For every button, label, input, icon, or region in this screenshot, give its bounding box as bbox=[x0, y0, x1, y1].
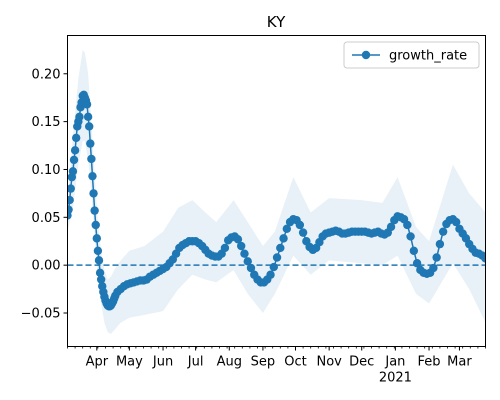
y-tick-label: 0.20 bbox=[32, 67, 61, 82]
data-point bbox=[68, 167, 78, 176]
data-point bbox=[67, 184, 75, 193]
data-point bbox=[91, 220, 100, 230]
chart-title: KY bbox=[267, 13, 286, 31]
data-point bbox=[406, 232, 415, 241]
data-point bbox=[92, 234, 102, 243]
data-point bbox=[71, 133, 81, 143]
data-point bbox=[67, 195, 74, 205]
y-tick-label: 0.05 bbox=[32, 211, 61, 226]
x-tick-label: Aug bbox=[217, 355, 242, 370]
data-point bbox=[86, 139, 95, 148]
data-point bbox=[89, 189, 98, 198]
data-point bbox=[67, 205, 73, 214]
data-point bbox=[279, 234, 288, 243]
data-point bbox=[246, 263, 256, 273]
x-tick-label: Sep bbox=[251, 355, 276, 370]
data-point bbox=[70, 146, 80, 155]
data-point bbox=[438, 227, 448, 236]
data-point bbox=[220, 243, 230, 253]
data-point bbox=[85, 122, 94, 131]
x-tick-label: Nov bbox=[316, 355, 342, 370]
x-tick-label: May bbox=[116, 355, 143, 370]
data-point bbox=[386, 222, 396, 232]
x-tick-label: Apr bbox=[86, 355, 109, 370]
data-point bbox=[240, 249, 249, 258]
x-tick-label: Mar bbox=[447, 355, 472, 370]
data-point bbox=[269, 262, 278, 272]
data-point bbox=[272, 253, 282, 262]
legend-marker-swatch bbox=[361, 50, 371, 60]
x-tick-label: Feb bbox=[418, 355, 441, 370]
x-tick-label: Jun bbox=[152, 355, 173, 370]
x-tick-label: Jan bbox=[384, 355, 405, 370]
uncertainty-band bbox=[67, 49, 486, 335]
x-tick-label: Jul bbox=[187, 355, 204, 370]
data-point bbox=[282, 224, 292, 233]
data-point bbox=[83, 112, 93, 122]
data-point bbox=[96, 275, 106, 284]
data-point bbox=[87, 154, 96, 164]
data-point bbox=[295, 220, 305, 230]
data-point bbox=[93, 246, 103, 256]
y-tick-label: 0.10 bbox=[32, 163, 61, 178]
x-tick-label: Dec bbox=[349, 355, 374, 370]
data-point bbox=[233, 235, 243, 244]
legend: growth_rate bbox=[343, 41, 480, 69]
x-tick-label: Oct bbox=[284, 355, 306, 370]
data-point bbox=[298, 228, 308, 237]
data-point bbox=[95, 268, 105, 278]
data-point bbox=[276, 243, 285, 253]
y-tick-label: 0.00 bbox=[32, 259, 61, 274]
data-point bbox=[403, 220, 412, 230]
data-point bbox=[90, 206, 99, 215]
legend-label: growth_rate bbox=[389, 49, 467, 64]
data-point bbox=[429, 263, 438, 273]
data-point bbox=[88, 171, 97, 181]
y-tick-label: 0.15 bbox=[32, 115, 61, 130]
x-tick-year-label: 2021 bbox=[379, 371, 412, 386]
data-point bbox=[243, 257, 252, 266]
plot-frame bbox=[67, 35, 486, 347]
data-point bbox=[435, 239, 445, 249]
data-point bbox=[412, 259, 422, 268]
data-point bbox=[82, 100, 92, 109]
y-tick-label: −0.05 bbox=[21, 307, 61, 322]
data-point bbox=[237, 241, 246, 251]
data-point bbox=[75, 112, 84, 122]
legend-box bbox=[343, 41, 480, 69]
data-point bbox=[266, 270, 275, 279]
data-point bbox=[451, 217, 461, 227]
data-point bbox=[481, 254, 486, 263]
data-point bbox=[94, 256, 104, 265]
data-point bbox=[432, 253, 441, 262]
data-point bbox=[69, 155, 79, 165]
data-point bbox=[409, 246, 419, 256]
